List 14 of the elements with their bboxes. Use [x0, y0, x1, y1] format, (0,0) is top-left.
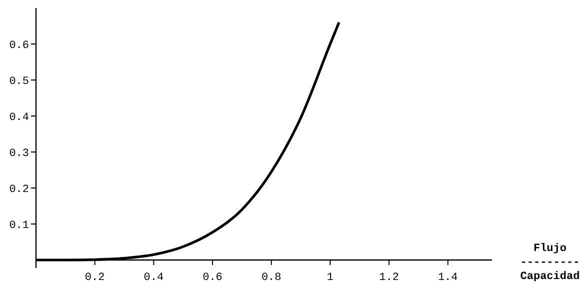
x-tick-label: 0.8: [261, 272, 282, 284]
x-tick-label: 1: [326, 272, 334, 284]
y-tick-label: 0.6: [9, 40, 29, 52]
x-tick-label: 1.4: [438, 272, 458, 284]
x-tick-label: 0.6: [202, 272, 222, 284]
x-axis-title: Flujo --------- Capacidad: [520, 243, 580, 283]
y-tick-label: 0.1: [9, 220, 30, 232]
x-tick-label: 0.2: [84, 272, 105, 284]
x-tick-label: 1.2: [379, 272, 399, 284]
x-tick-label: 0.4: [144, 272, 164, 284]
y-tick-label: 0.3: [9, 148, 29, 160]
y-tick-label: 0.5: [9, 76, 29, 88]
y-tick-label: 0.4: [9, 112, 30, 124]
y-tick-label: 0.2: [9, 184, 29, 196]
